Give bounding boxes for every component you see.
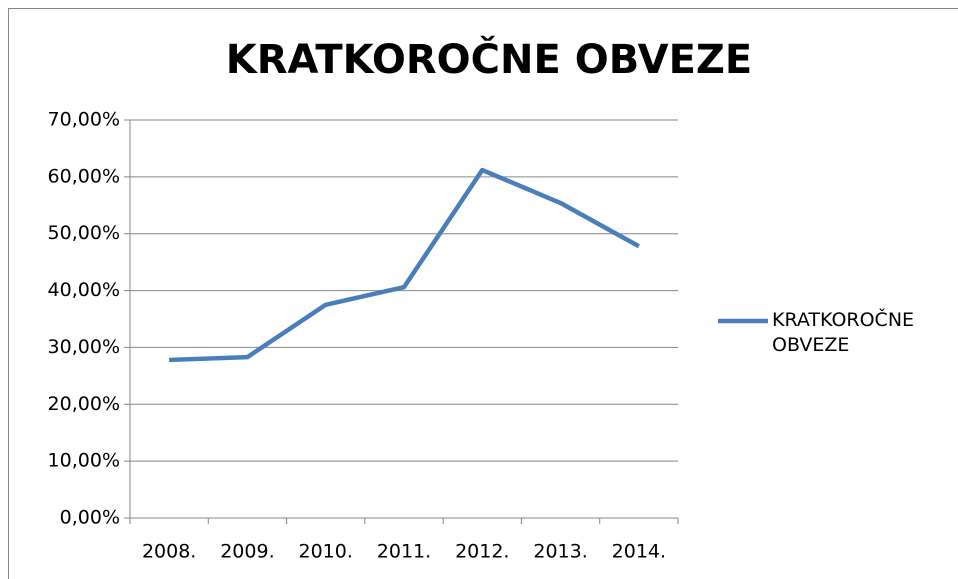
y-tick-label: 0,00% xyxy=(60,507,120,529)
x-tick-label: 2010. xyxy=(299,541,353,563)
x-tick-label: 2009. xyxy=(220,541,274,563)
x-tick-label: 2011. xyxy=(377,541,431,563)
y-tick-label: 10,00% xyxy=(48,450,120,472)
y-tick-label: 70,00% xyxy=(48,109,120,131)
chart-border xyxy=(8,8,958,579)
legend-entry: KRATKOROČNE OBVEZE xyxy=(772,309,915,356)
chart-title: KRATKOROČNE OBVEZE xyxy=(226,35,753,83)
x-tick-label: 2014. xyxy=(612,541,666,563)
y-tick-label: 40,00% xyxy=(48,279,120,301)
x-tick-label: 2013. xyxy=(533,541,587,563)
series-line xyxy=(169,167,640,363)
x-tick-label: 2008. xyxy=(142,541,196,563)
y-tick-label: 30,00% xyxy=(48,336,120,358)
y-tick-label: 20,00% xyxy=(48,393,120,415)
y-tick-label: 50,00% xyxy=(48,222,120,244)
legend-label: KRATKOROČNE OBVEZE xyxy=(772,309,915,356)
x-tick-label: 2012. xyxy=(455,541,509,563)
y-tick-label: 60,00% xyxy=(48,165,120,187)
